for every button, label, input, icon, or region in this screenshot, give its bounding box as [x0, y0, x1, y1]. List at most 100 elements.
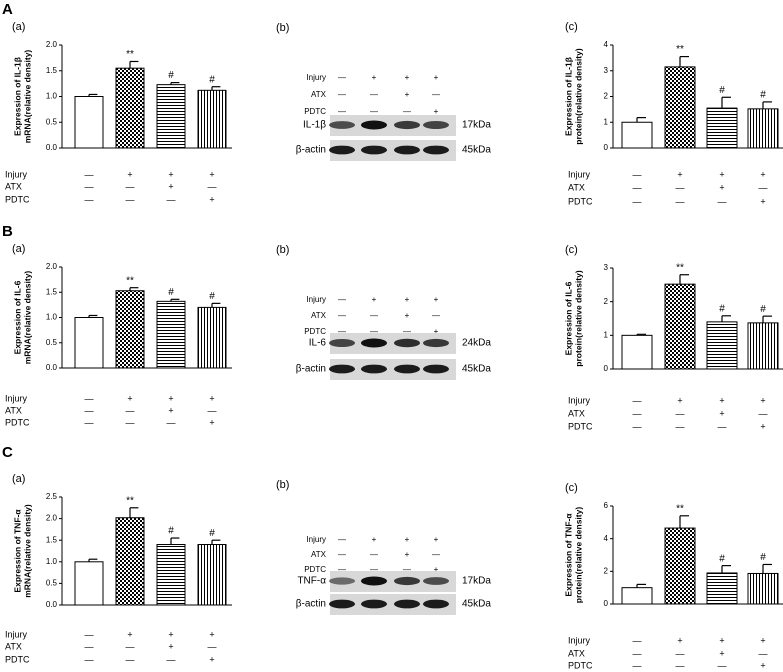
bar	[747, 322, 779, 370]
condition-mark: +	[372, 73, 377, 82]
blot-background	[330, 115, 456, 136]
condition-mark: +	[209, 393, 214, 403]
condition-mark: +	[168, 641, 173, 651]
y-tick-label: 1.5	[46, 287, 58, 296]
condition-mark: —	[676, 196, 685, 206]
condition-mark: +	[434, 73, 439, 82]
condition-mark: +	[760, 196, 765, 206]
blot-band	[361, 599, 387, 609]
blot-background	[330, 359, 456, 380]
condition-mark: +	[209, 417, 214, 427]
panel-letter: A	[2, 1, 13, 18]
bar	[74, 317, 104, 369]
condition-name: PDTC	[304, 107, 326, 116]
condition-mark: —	[208, 641, 217, 651]
significance-label: **	[676, 44, 684, 55]
blot-band	[394, 338, 420, 348]
condition-name: PDTC	[304, 327, 326, 336]
condition-mark: —	[85, 641, 94, 651]
condition-name: ATX	[5, 641, 22, 651]
y-tick-label: 0.0	[46, 143, 58, 152]
significance-label: #	[719, 553, 725, 564]
y-tick-label: 0.5	[46, 117, 58, 126]
condition-mark: —	[633, 648, 642, 658]
y-axis-label: Expression of IL-6	[12, 280, 22, 354]
significance-label: #	[760, 304, 766, 315]
condition-mark: —	[633, 660, 642, 670]
condition-mark: +	[127, 393, 132, 403]
panel-label: (b)	[276, 479, 289, 491]
y-tick-label: 1	[604, 117, 609, 126]
panel-letter: C	[2, 444, 13, 461]
bar	[197, 89, 227, 149]
y-axis-label: mRNA(relative density)	[22, 504, 32, 598]
condition-mark: —	[432, 311, 440, 320]
condition-mark: +	[719, 182, 724, 192]
condition-mark: +	[405, 73, 410, 82]
blot-background	[330, 333, 456, 354]
condition-mark: —	[167, 417, 176, 427]
y-axis-label: Expression of TNF-α	[12, 509, 22, 593]
blot-band	[423, 577, 449, 585]
bar	[156, 84, 186, 149]
band-name: IL-6	[309, 338, 327, 349]
significance-label: #	[209, 528, 215, 539]
condition-mark: +	[719, 408, 724, 418]
y-tick-label: 0.5	[46, 579, 58, 588]
condition-mark: +	[760, 169, 765, 179]
condition-mark: —	[633, 421, 642, 431]
condition-name: PDTC	[568, 660, 593, 670]
condition-mark: +	[405, 311, 410, 320]
band-name: IL-1β	[303, 120, 326, 131]
bar	[74, 561, 104, 606]
condition-mark: +	[760, 660, 765, 670]
condition-mark: —	[126, 194, 135, 204]
band-size: 17kDa	[462, 120, 491, 131]
condition-mark: —	[338, 565, 346, 574]
condition-mark: —	[167, 654, 176, 664]
condition-mark: +	[719, 169, 724, 179]
condition-mark: —	[676, 660, 685, 670]
band-name: β-actin	[296, 599, 326, 610]
blot-band	[361, 338, 387, 348]
y-tick-label: 4	[604, 40, 609, 49]
condition-name: ATX	[311, 90, 327, 99]
panel-label: (a)	[12, 243, 25, 255]
band-name: β-actin	[296, 364, 326, 375]
condition-mark: —	[85, 417, 94, 427]
condition-mark: +	[168, 405, 173, 415]
significance-label: #	[760, 90, 766, 101]
band-size: 45kDa	[462, 599, 491, 610]
significance-label: #	[209, 74, 215, 85]
condition-mark: +	[719, 395, 724, 405]
condition-name: Injury	[568, 635, 591, 645]
condition-name: Injury	[306, 295, 326, 304]
y-tick-label: 3	[604, 66, 609, 75]
significance-label: #	[719, 303, 725, 314]
condition-mark: +	[677, 395, 682, 405]
condition-mark: —	[370, 550, 378, 559]
condition-mark: —	[126, 641, 135, 651]
condition-mark: +	[760, 395, 765, 405]
blot-band	[329, 364, 355, 374]
condition-mark: —	[126, 181, 135, 191]
blot-band	[423, 121, 449, 129]
condition-name: ATX	[311, 550, 327, 559]
condition-mark: —	[633, 196, 642, 206]
condition-mark: —	[633, 182, 642, 192]
condition-mark: —	[403, 565, 411, 574]
condition-mark: —	[85, 629, 94, 639]
bar	[664, 66, 696, 149]
condition-mark: +	[168, 169, 173, 179]
panel-label: (b)	[276, 244, 289, 256]
condition-mark: +	[209, 194, 214, 204]
condition-mark: —	[167, 194, 176, 204]
y-tick-label: 0.0	[46, 600, 58, 609]
condition-mark: —	[126, 417, 135, 427]
panel-label: (c)	[565, 482, 578, 494]
y-tick-label: 0	[604, 364, 609, 373]
condition-name: Injury	[306, 73, 326, 82]
condition-name: Injury	[5, 393, 28, 403]
condition-mark: —	[370, 327, 378, 336]
condition-name: ATX	[5, 181, 22, 191]
